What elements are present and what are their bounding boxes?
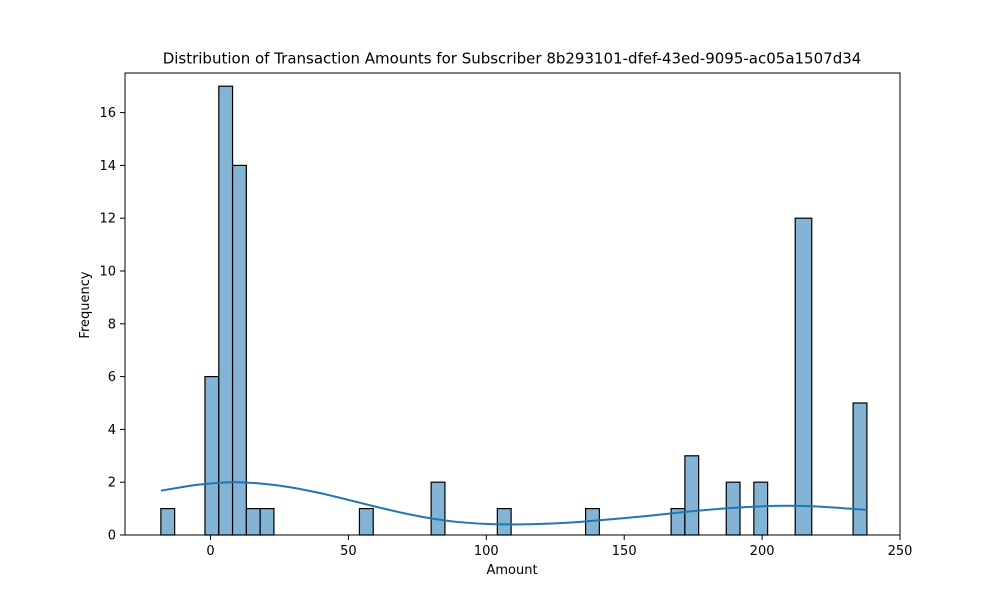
bars-layer: [160, 85, 868, 536]
x-tick-label: 200: [750, 544, 775, 559]
y-tick-label: 0: [108, 529, 116, 544]
y-axis-title: Frequency: [78, 271, 93, 338]
histogram-bar: [245, 508, 261, 536]
histogram-bar: [231, 164, 247, 536]
kde-line: [160, 481, 867, 526]
histogram-bar: [259, 508, 275, 536]
x-tick-label: 150: [612, 544, 637, 559]
histogram-bar: [358, 508, 374, 536]
y-tick-label: 12: [99, 212, 116, 227]
histogram-bar: [160, 508, 176, 536]
y-tick-label: 2: [108, 476, 116, 491]
y-tick-label: 8: [108, 317, 116, 332]
y-tick-label: 14: [99, 159, 116, 174]
histogram-bar: [430, 481, 446, 536]
y-tick-label: 16: [99, 106, 116, 121]
histogram-bar: [753, 481, 769, 536]
x-tick-label: 0: [206, 544, 214, 559]
x-tick-label: 250: [888, 544, 913, 559]
histogram-bar: [496, 508, 512, 536]
axes-layer: 0 50 100 150 200 250 0 2 4 6 8 10 12 14 16: [99, 72, 913, 559]
y-tick-label: 4: [108, 423, 116, 438]
x-axis-title: Amount: [486, 563, 537, 578]
histogram-bar: [794, 217, 813, 536]
plot-frame: [124, 72, 901, 536]
histogram-bar: [218, 85, 234, 536]
histogram-bar: [852, 402, 868, 536]
x-tick-label: 50: [340, 544, 357, 559]
histogram-bar: [204, 376, 220, 536]
chart-title: Distribution of Transaction Amounts for …: [163, 50, 862, 68]
kde-layer: [160, 481, 867, 526]
x-tick-label: 100: [474, 544, 499, 559]
y-tick-label: 6: [108, 370, 116, 385]
y-tick-label: 10: [99, 265, 116, 280]
histogram-bar: [684, 455, 700, 536]
